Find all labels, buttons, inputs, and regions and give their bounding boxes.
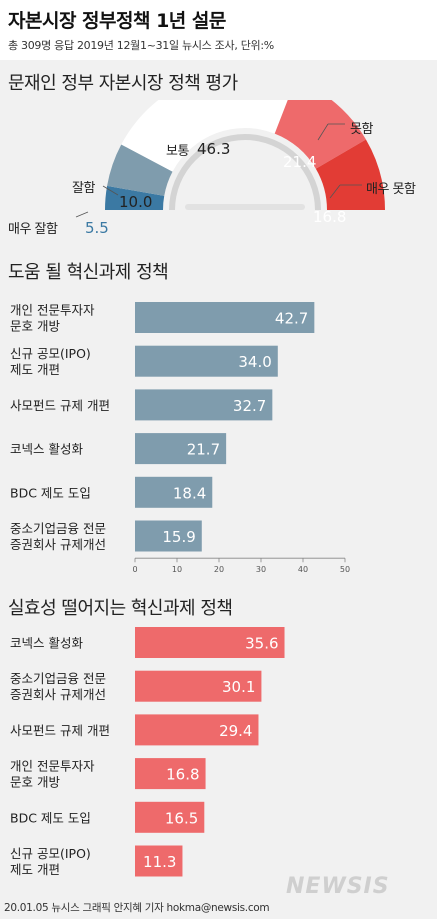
bar-value-label: 34.0 bbox=[238, 353, 271, 371]
gauge-category-label: 못함 bbox=[350, 122, 373, 137]
bar bbox=[135, 389, 273, 421]
leader-line bbox=[75, 211, 89, 218]
bar bbox=[135, 670, 262, 702]
gauge-value-label: 5.5 bbox=[85, 219, 109, 237]
bar bbox=[135, 801, 205, 833]
bar-value-label: 16.5 bbox=[165, 809, 198, 827]
header: 자본시장 정부정책 1년 설문 총 309명 응답 2019년 12월1~31일… bbox=[0, 0, 437, 60]
leader-line bbox=[102, 185, 119, 196]
bar-chart-2-title: 실효성 떨어지는 혁신과제 정책 bbox=[8, 598, 233, 619]
category-label: 사모펀드 규제 개편 bbox=[10, 398, 110, 413]
category-label: 사모펀드 규제 개편 bbox=[10, 723, 110, 738]
bar-value-label: 15.9 bbox=[162, 528, 195, 546]
x-tick-label: 0 bbox=[132, 565, 137, 574]
gauge-slice bbox=[105, 185, 165, 210]
bar bbox=[135, 345, 278, 377]
bar bbox=[135, 302, 315, 333]
x-tick-label: 50 bbox=[340, 565, 350, 574]
x-tick-label: 30 bbox=[256, 565, 266, 574]
gauge-value-label: 21.4 bbox=[283, 153, 317, 171]
bar-value-label: 42.7 bbox=[275, 310, 308, 328]
gauge-value-label: 46.3 bbox=[197, 140, 231, 158]
category-label: 중소기업금융 전문 증권회사 규제개선 bbox=[10, 671, 106, 702]
bar-value-label: 32.7 bbox=[233, 397, 266, 415]
bar-chart-2: 35.6 코넥스 활성화 30.1 중소기업금융 전문 증권회사 규제개선 29.4 사모펀… bbox=[10, 627, 285, 877]
bar-value-label: 29.4 bbox=[219, 722, 252, 740]
x-tick-label: 20 bbox=[214, 565, 224, 574]
page-title: 자본시장 정부정책 1년 설문 bbox=[8, 10, 226, 32]
category-label: 코넥스 활성화 bbox=[10, 636, 83, 651]
gauge-chart-title: 문재인 정부 자본시장 정책 평가 bbox=[8, 73, 238, 94]
gauge-inner-base bbox=[185, 204, 305, 210]
bar-chart-1-title: 도움 될 혁신과제 정책 bbox=[8, 262, 169, 283]
bar-chart-1: 42.7 개인 전문투자자 문호 개방 34.0 신규 공모(IPO) 제도 개편 32.7… bbox=[10, 302, 350, 574]
gauge-slice bbox=[274, 100, 366, 169]
category-label: 코넥스 활성화 bbox=[10, 442, 83, 457]
gauge-slice bbox=[315, 139, 385, 210]
gauge-category-label: 매우 못함 bbox=[366, 182, 416, 197]
category-label: 신규 공모(IPO) 제도 개편 bbox=[10, 346, 91, 377]
category-label: 개인 전문투자자 문호 개방 bbox=[10, 303, 95, 334]
category-label: 개인 전문투자자 문호 개방 bbox=[10, 759, 95, 790]
footer-credit: 20.01.05 뉴시스 그래픽 안지혜 기자 hokma@newsis.com bbox=[4, 902, 270, 914]
gauge-slice bbox=[121, 100, 288, 172]
x-tick-label: 40 bbox=[298, 565, 308, 574]
category-label: BDC 제도 도입 bbox=[10, 810, 91, 825]
category-label: 신규 공모(IPO) 제도 개편 bbox=[10, 846, 91, 877]
gauge-category-label: 보통 bbox=[166, 144, 189, 159]
category-label: BDC 제도 도입 bbox=[10, 485, 91, 500]
gauge-value-label: 16.8 bbox=[313, 208, 347, 226]
bar bbox=[135, 433, 227, 465]
bar-value-label: 30.1 bbox=[222, 678, 255, 696]
leader-line bbox=[317, 123, 329, 141]
page-subtitle: 총 309명 응답 2019년 12월1~31일 뉴시스 조사, 단위:% bbox=[8, 39, 274, 52]
bar bbox=[135, 476, 213, 508]
newsis-logo: NEWSIS bbox=[286, 874, 390, 899]
bar bbox=[135, 520, 202, 552]
bar bbox=[135, 845, 183, 877]
bar bbox=[135, 627, 285, 658]
bar-value-label: 21.7 bbox=[187, 441, 220, 459]
gauge-slice bbox=[107, 144, 173, 196]
gauge-category-label: 매우 잘함 bbox=[8, 222, 58, 237]
gauge-chart bbox=[75, 100, 385, 218]
leader-line bbox=[329, 184, 341, 199]
gauge-value-label: 10.0 bbox=[119, 193, 153, 211]
bar bbox=[135, 714, 259, 746]
bar-value-label: 35.6 bbox=[245, 635, 278, 653]
category-label: 중소기업금융 전문 증권회사 규제개선 bbox=[10, 521, 106, 552]
bar-value-label: 11.3 bbox=[143, 853, 176, 871]
x-tick-label: 10 bbox=[172, 565, 182, 574]
gauge-category-label: 잘함 bbox=[72, 181, 95, 196]
bar-value-label: 18.4 bbox=[173, 484, 206, 502]
bar-value-label: 16.8 bbox=[166, 766, 199, 784]
bar bbox=[135, 758, 206, 790]
